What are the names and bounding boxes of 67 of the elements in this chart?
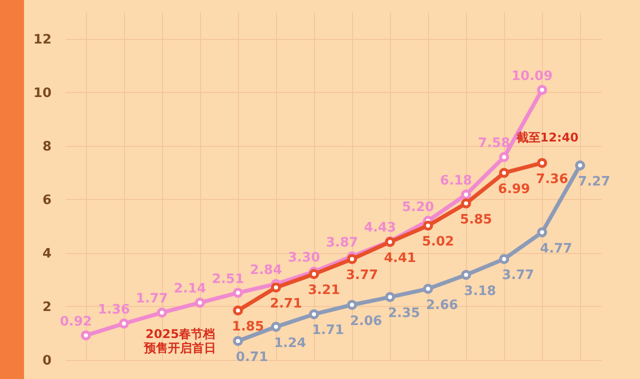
data-label: 1.36: [98, 302, 130, 318]
point: [423, 220, 434, 231]
data-label: 3.77: [346, 268, 378, 284]
annotation: 截至12:40: [515, 130, 578, 144]
point: [384, 292, 396, 302]
point: [461, 190, 472, 200]
annotation: 2025春节档预售开启首日: [143, 326, 216, 355]
point: [232, 305, 243, 316]
point: [232, 288, 243, 298]
point: [499, 254, 510, 264]
point: [194, 298, 205, 308]
data-label: 2.06: [350, 314, 382, 329]
y-tick-label: 2: [42, 300, 52, 315]
y-tick-label: 6: [42, 192, 52, 208]
data-label: 0.71: [236, 350, 268, 365]
y-tick-label: 8: [42, 139, 52, 154]
data-label: 2.35: [388, 306, 420, 322]
data-label: 1.24: [274, 336, 306, 351]
y-tick-label: 4: [42, 246, 52, 262]
data-label: 7.58: [478, 136, 510, 152]
point: [461, 270, 472, 280]
data-label: 4.41: [384, 250, 416, 266]
data-label: 4.43: [364, 220, 396, 236]
data-label: 3.77: [502, 268, 534, 284]
y-tick-label: 0: [42, 354, 52, 368]
point: [270, 282, 282, 292]
data-label: 7.36: [536, 172, 568, 187]
data-label: 5.02: [422, 234, 454, 250]
point: [232, 336, 243, 346]
data-label: 7.27: [578, 174, 610, 190]
point: [461, 198, 472, 208]
point: [499, 168, 510, 178]
point: [118, 318, 129, 329]
data-label: 3.87: [326, 235, 358, 250]
data-label: 3.18: [464, 284, 496, 299]
data-label: 10.09: [512, 68, 553, 84]
point: [308, 309, 320, 320]
data-label: 6.18: [440, 174, 472, 189]
point: [308, 269, 320, 280]
data-label: 2.51: [212, 272, 244, 287]
data-label: 3.30: [288, 250, 320, 266]
data-label: 1.77: [136, 292, 168, 307]
data-label: 2.84: [250, 262, 282, 278]
data-label: 1.71: [312, 323, 344, 338]
data-label: 1.85: [232, 319, 264, 334]
data-label: 3.21: [308, 283, 340, 298]
point: [423, 284, 434, 294]
data-label: 6.99: [498, 182, 530, 197]
y-tick-label: 10: [33, 86, 52, 101]
point: [80, 330, 91, 340]
point: [537, 158, 548, 168]
point: [346, 300, 358, 310]
point: [537, 84, 548, 95]
data-label: 4.77: [540, 241, 572, 256]
point: [537, 227, 548, 238]
point: [575, 160, 586, 170]
point: [346, 254, 358, 264]
data-label: 5.85: [460, 212, 492, 228]
data-label: 2.14: [174, 282, 206, 297]
point: [156, 308, 167, 318]
point: [270, 322, 282, 332]
data-label: 2.66: [426, 298, 458, 313]
y-tick-label: 12: [33, 32, 52, 48]
point: [499, 152, 510, 162]
data-label: 2.71: [270, 296, 302, 312]
data-label: 5.20: [402, 200, 434, 215]
data-label: 0.92: [60, 314, 92, 330]
